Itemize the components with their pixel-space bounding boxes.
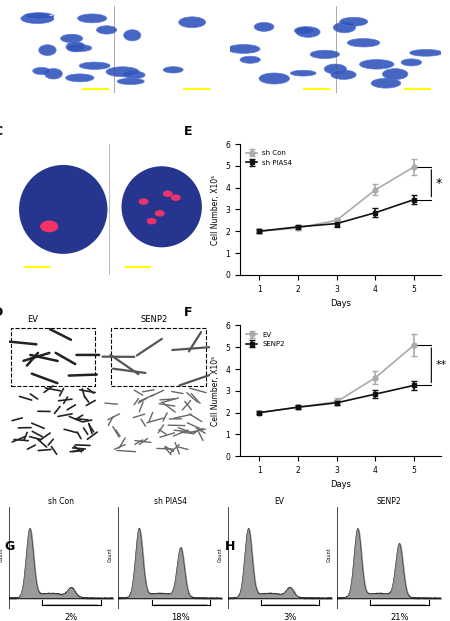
- Ellipse shape: [68, 45, 92, 52]
- Text: sh PIAS4: sh PIAS4: [151, 9, 184, 18]
- Text: F: F: [184, 306, 192, 319]
- Text: Count: Count: [108, 547, 113, 561]
- Ellipse shape: [291, 70, 316, 76]
- Title: sh PIAS4: sh PIAS4: [154, 497, 187, 506]
- Ellipse shape: [401, 59, 422, 66]
- Text: 3%: 3%: [284, 614, 297, 621]
- X-axis label: Days: Days: [330, 481, 351, 489]
- Ellipse shape: [310, 50, 340, 58]
- Title: sh Con: sh Con: [48, 497, 74, 506]
- Ellipse shape: [40, 220, 58, 232]
- Ellipse shape: [155, 210, 165, 217]
- Y-axis label: Cell Number, X10⁵: Cell Number, X10⁵: [211, 175, 220, 245]
- Text: **: **: [435, 360, 446, 370]
- Ellipse shape: [360, 60, 394, 69]
- Text: *: *: [435, 177, 441, 190]
- Text: A: A: [0, 0, 2, 2]
- Text: sh Con: sh Con: [46, 148, 72, 157]
- Text: D: D: [0, 306, 3, 319]
- Text: G: G: [4, 540, 15, 553]
- Ellipse shape: [139, 198, 148, 205]
- Ellipse shape: [96, 25, 117, 34]
- Ellipse shape: [163, 191, 173, 197]
- Text: H: H: [225, 540, 235, 553]
- Text: 21%: 21%: [390, 614, 409, 621]
- Text: EV: EV: [278, 9, 288, 18]
- Ellipse shape: [33, 68, 50, 75]
- Ellipse shape: [21, 14, 54, 24]
- Text: 18%: 18%: [171, 614, 190, 621]
- Legend: sh Con, sh PIAS4: sh Con, sh PIAS4: [243, 148, 295, 169]
- Text: Count: Count: [217, 547, 222, 561]
- Ellipse shape: [382, 69, 408, 79]
- Bar: [11, 328, 95, 386]
- Ellipse shape: [66, 74, 94, 82]
- Ellipse shape: [259, 73, 289, 84]
- Ellipse shape: [39, 45, 56, 55]
- Ellipse shape: [79, 62, 110, 70]
- Ellipse shape: [19, 165, 108, 254]
- Text: SENP2: SENP2: [140, 315, 167, 324]
- Ellipse shape: [296, 27, 320, 37]
- Ellipse shape: [294, 27, 314, 35]
- Ellipse shape: [254, 22, 274, 32]
- Ellipse shape: [122, 166, 202, 247]
- Ellipse shape: [227, 45, 260, 53]
- Title: EV: EV: [274, 497, 285, 506]
- Ellipse shape: [24, 12, 54, 19]
- Ellipse shape: [347, 39, 380, 47]
- Ellipse shape: [147, 218, 157, 224]
- Text: C: C: [0, 124, 2, 137]
- Ellipse shape: [77, 14, 107, 23]
- Text: 2%: 2%: [65, 614, 78, 621]
- Legend: EV, SENP2: EV, SENP2: [243, 329, 288, 350]
- Text: B: B: [220, 0, 229, 2]
- Ellipse shape: [179, 17, 206, 28]
- Ellipse shape: [371, 78, 401, 88]
- Ellipse shape: [333, 22, 356, 33]
- Y-axis label: Cell Number, X10⁵: Cell Number, X10⁵: [211, 356, 220, 426]
- Title: SENP2: SENP2: [377, 497, 401, 506]
- Ellipse shape: [117, 78, 144, 84]
- Ellipse shape: [45, 68, 63, 79]
- Ellipse shape: [331, 70, 356, 79]
- Text: SENP2: SENP2: [376, 9, 400, 18]
- X-axis label: Days: Days: [330, 299, 351, 308]
- Text: sh PIAS4: sh PIAS4: [143, 148, 176, 157]
- Ellipse shape: [124, 30, 141, 41]
- Ellipse shape: [340, 17, 368, 26]
- Text: E: E: [184, 124, 192, 137]
- Ellipse shape: [410, 50, 442, 57]
- Bar: [112, 328, 206, 386]
- Ellipse shape: [240, 57, 261, 63]
- Ellipse shape: [324, 64, 346, 74]
- Text: Count: Count: [327, 547, 332, 561]
- Ellipse shape: [66, 42, 85, 52]
- Ellipse shape: [123, 71, 145, 79]
- Text: EV: EV: [27, 315, 39, 324]
- Ellipse shape: [61, 34, 83, 43]
- Ellipse shape: [163, 66, 183, 73]
- Ellipse shape: [171, 194, 181, 201]
- Text: Count: Count: [0, 547, 4, 561]
- Ellipse shape: [106, 67, 139, 77]
- Text: sh Con: sh Con: [49, 9, 75, 18]
